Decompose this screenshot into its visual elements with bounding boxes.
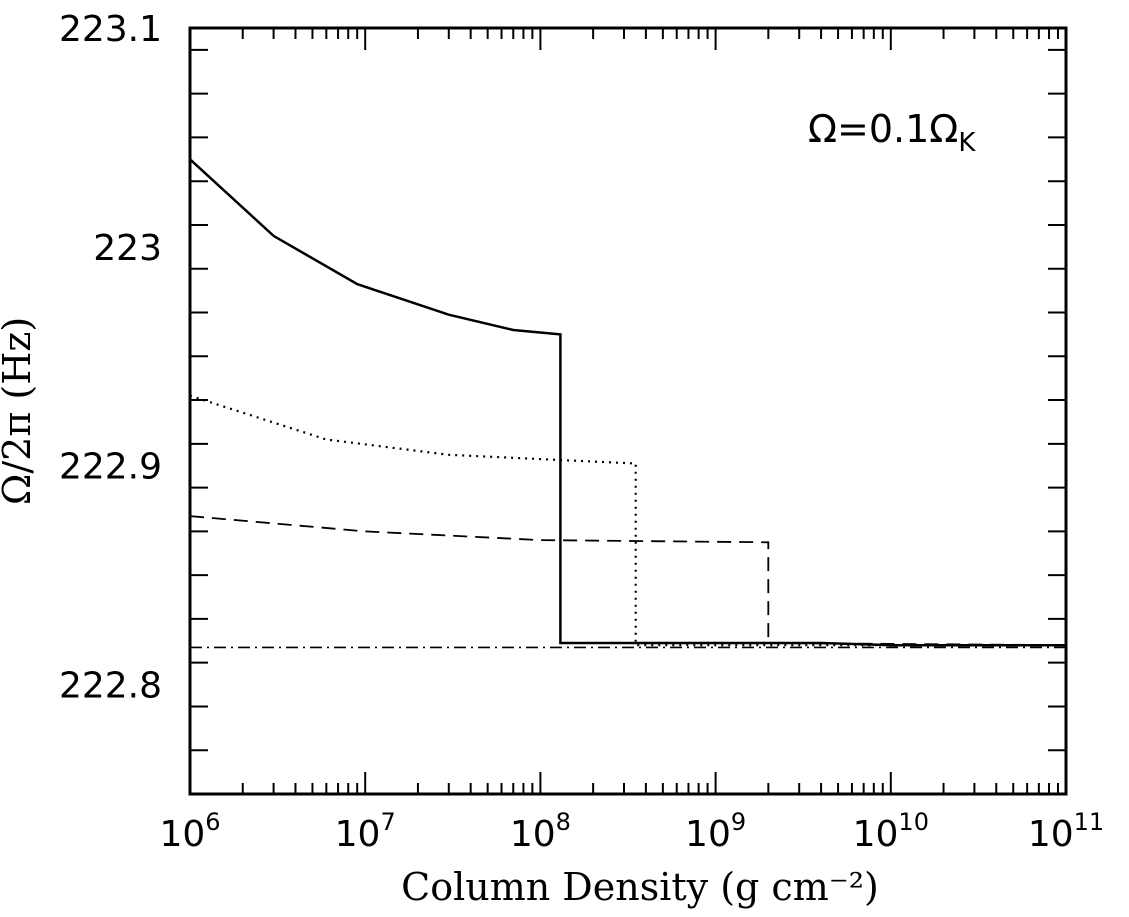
series-line-dotted	[189, 394, 1066, 647]
y-tick-label: 223	[93, 228, 162, 269]
series-lines	[189, 158, 1067, 649]
series-line-solid	[189, 158, 1066, 647]
y-tick-label: 223.1	[59, 9, 162, 50]
plot-frame	[188, 26, 1068, 796]
y-axis-label: Ω/2π (Hz)	[0, 317, 39, 505]
x-tick-label: 1011	[1028, 808, 1104, 855]
x-tick-label: 1010	[853, 808, 929, 855]
annotation-label: Ω=0.1ΩK	[808, 107, 976, 158]
x-tick-label: 107	[335, 808, 396, 855]
x-tick-label: 106	[159, 808, 220, 855]
x-axis-label: Column Density (g cm⁻²)	[401, 865, 879, 909]
series-line-dashed	[189, 515, 1067, 647]
annotation-main: Ω=0.1Ω	[808, 107, 958, 151]
y-tick-label: 222.8	[59, 666, 162, 707]
tick-marks	[189, 28, 1067, 795]
x-tick-label: 108	[510, 808, 571, 855]
y-tick-label: 222.9	[59, 447, 162, 488]
annotation-subscript: K	[958, 128, 976, 158]
x-tick-label: 109	[685, 808, 746, 855]
x-tick-labels: 106 107 108 109 1010 1011	[159, 808, 1104, 855]
y-tick-labels: 222.8 222.9 223 223.1	[59, 9, 162, 707]
